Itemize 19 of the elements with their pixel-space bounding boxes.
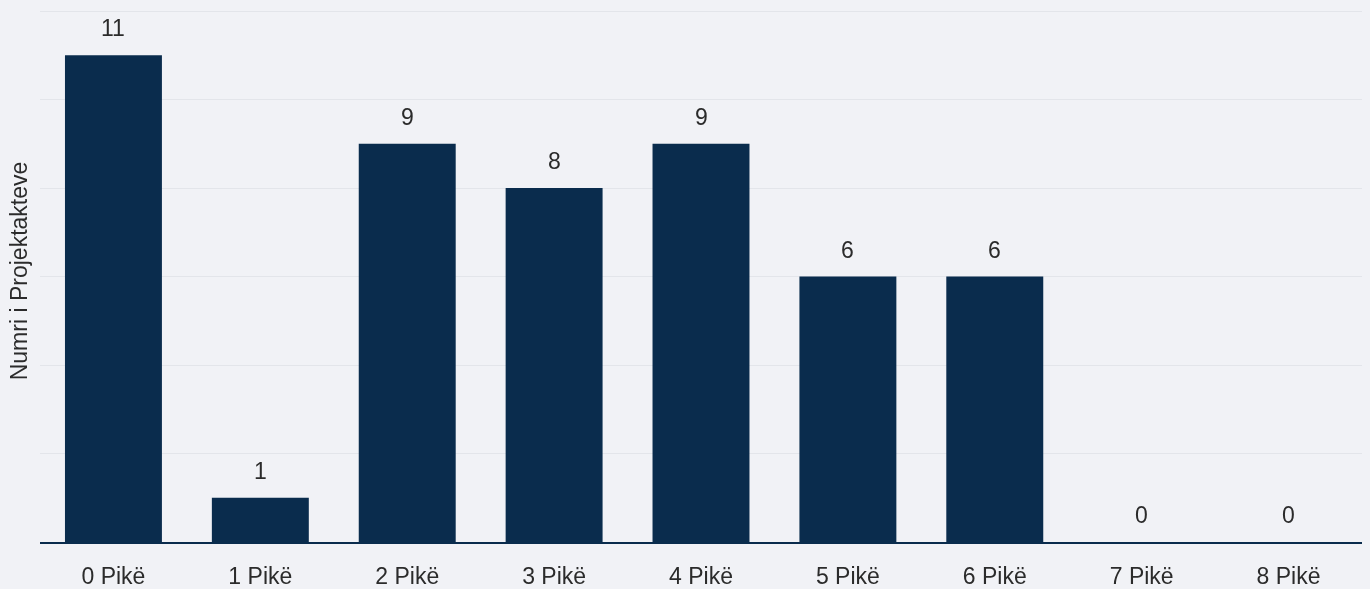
y-axis-title: Numri i Projektakteve (6, 161, 33, 381)
x-tick-label: 3 Pikë (522, 562, 587, 589)
data-label: 0 (1135, 502, 1148, 528)
data-label: 9 (401, 104, 414, 130)
x-tick-label: 1 Pikë (228, 562, 293, 589)
x-tick-label: 2 Pikë (375, 562, 440, 589)
data-label: 8 (548, 148, 561, 174)
data-label: 1 (254, 458, 267, 484)
data-label: 11 (101, 15, 125, 41)
x-tick-label: 0 Pikë (81, 562, 146, 589)
x-tick-label: 5 Pikë (815, 562, 880, 589)
x-tick-label: 7 Pikë (1109, 562, 1174, 589)
data-label: 9 (695, 104, 708, 130)
data-label: 6 (841, 237, 854, 263)
x-tick-label: 8 Pikë (1256, 562, 1321, 589)
x-tick-label: 6 Pikë (962, 562, 1027, 589)
data-label: 0 (1282, 502, 1295, 528)
data-label: 6 (988, 237, 1001, 263)
x-tick-label: 4 Pikë (669, 562, 733, 589)
